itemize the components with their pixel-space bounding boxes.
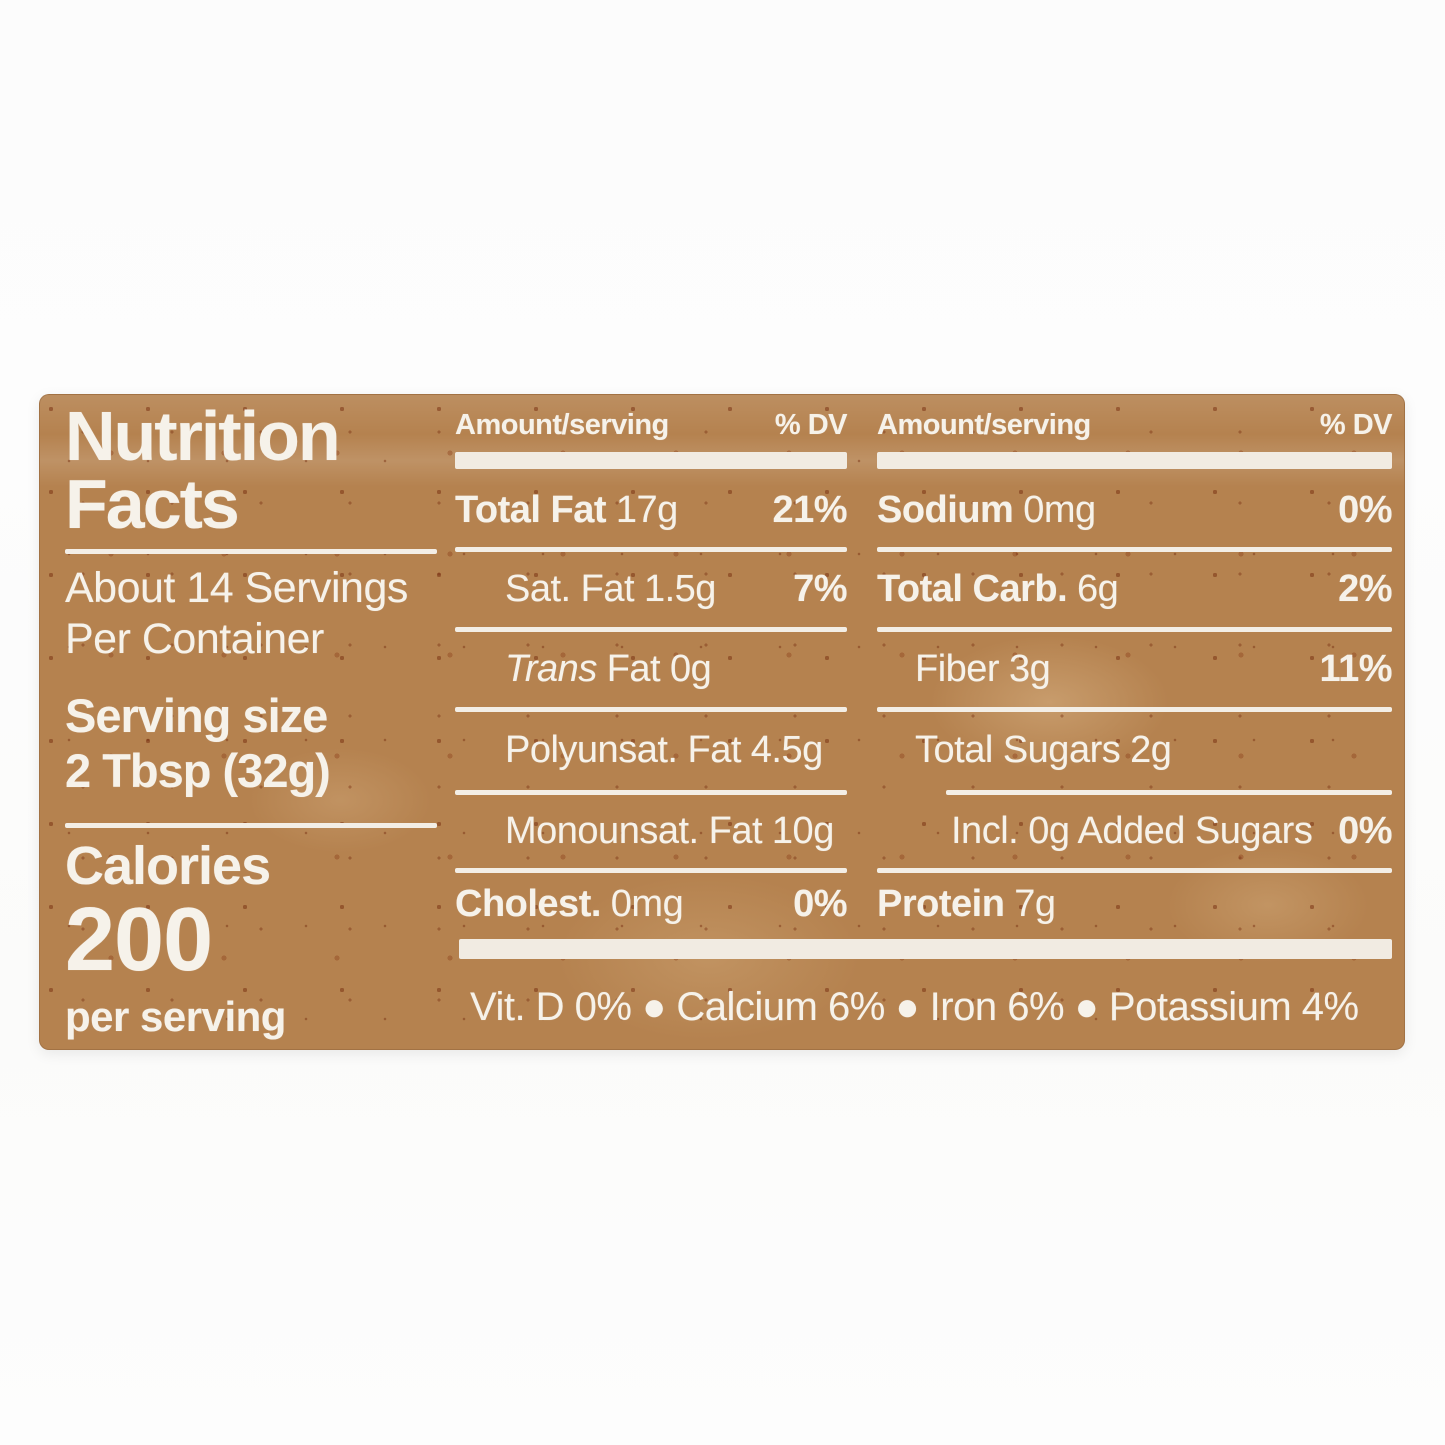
- nutrient-amount: 0mg: [610, 882, 684, 925]
- nutrient-amount: 2g: [1130, 729, 1172, 771]
- nutrient-name-italic: Trans: [505, 647, 597, 690]
- nutrient-name: Monounsat. Fat: [505, 809, 763, 852]
- serving-size-value: 2 Tbsp (32g): [65, 743, 331, 797]
- nutrient-dv: 2%: [1338, 567, 1392, 610]
- servings-per-container: About 14 Servings Per Container: [65, 563, 408, 664]
- nutrient-amount: 0mg: [1023, 488, 1096, 531]
- nutrient-dv: 0%: [793, 882, 847, 925]
- nutrient-amount: 7g: [1014, 882, 1056, 925]
- divider: [946, 790, 1392, 795]
- divider: [455, 790, 847, 795]
- divider: [877, 868, 1392, 873]
- header-bar: [877, 452, 1392, 469]
- divider: [455, 547, 847, 552]
- nutrient-name: Total Sugars: [915, 729, 1121, 771]
- column-header: Amount/serving % DV: [455, 409, 848, 442]
- title-line-2: Facts: [65, 464, 240, 543]
- divider: [65, 549, 437, 554]
- nutrition-facts-label: Nutrition Facts About 14 Servings Per Cont…: [39, 394, 1405, 1050]
- nutrient-name: Protein: [877, 882, 1005, 925]
- nutrient-row-total-sugars: Total Sugars 2g: [877, 714, 1392, 787]
- nutrient-row-total-fat: Total Fat 17g 21%: [455, 474, 847, 546]
- nutrient-name: Sat. Fat: [505, 567, 635, 610]
- nutrient-amount: 1.5g: [643, 567, 716, 610]
- servings-line-1: About 14 Servings: [65, 564, 408, 612]
- nutrient-dv: 7%: [793, 567, 847, 610]
- calories-unit: per serving: [65, 993, 286, 1040]
- nutrient-amount: 10g: [771, 809, 834, 852]
- nutrient-row-sodium: Sodium 0mg 0%: [877, 474, 1392, 546]
- nutrient-amount: 17g: [615, 488, 678, 531]
- nutrient-row-monounsat-fat: Monounsat. Fat 10g: [455, 797, 847, 865]
- divider: [877, 547, 1392, 552]
- divider: [455, 707, 847, 712]
- column-header: Amount/serving % DV: [877, 409, 1393, 442]
- nutrient-dv: 0%: [1338, 809, 1392, 852]
- nutrient-name: Total Carb.: [877, 567, 1068, 610]
- nutrient-row-polyunsat-fat: Polyunsat. Fat 4.5g: [455, 714, 847, 787]
- nutrient-name: Cholest.: [455, 882, 601, 925]
- nutrient-row-cholesterol: Cholest. 0mg 0%: [455, 873, 847, 935]
- nutrient-amount: 4.5g: [750, 729, 823, 771]
- nutrient-name: Incl. 0g Added Sugars: [951, 809, 1313, 852]
- amount-per-serving-header: Amount/serving: [877, 409, 1091, 441]
- header-bar: [455, 452, 847, 469]
- percent-dv-header: % DV: [1319, 409, 1393, 441]
- divider: [65, 823, 437, 828]
- nutrient-dv: 11%: [1319, 647, 1393, 690]
- nutrient-amount: 6g: [1077, 567, 1119, 610]
- nutrient-dv: 21%: [772, 488, 847, 531]
- nutrient-name: Total Fat: [455, 488, 607, 531]
- nutrition-facts-title: Nutrition Facts: [65, 401, 341, 539]
- nutrient-name: Polyunsat. Fat: [505, 729, 741, 771]
- title-line-1: Nutrition: [65, 397, 341, 475]
- label-right-column: Amount/serving % DV Sodium 0mg 0% Total Ca…: [877, 395, 1393, 1049]
- divider: [877, 707, 1392, 712]
- nutrient-row-total-carb: Total Carb. 6g 2%: [877, 554, 1392, 624]
- label-middle-column: Amount/serving % DV Total Fat 17g 21% Sat.…: [455, 395, 848, 1049]
- amount-per-serving-header: Amount/serving: [455, 409, 669, 441]
- divider: [455, 627, 847, 632]
- micronutrients-line: Vit. D 0% ● Calcium 6% ● Iron 6% ● Potas…: [470, 985, 1359, 1029]
- nutrient-row-protein: Protein 7g: [877, 873, 1392, 935]
- nutrient-amount: 0g: [669, 647, 712, 690]
- nutrient-row-added-sugars: Incl. 0g Added Sugars 0%: [877, 797, 1392, 865]
- nutrient-amount: 3g: [1008, 647, 1051, 690]
- calories-label: Calories: [65, 836, 271, 896]
- divider: [455, 868, 847, 873]
- nutrient-name: Fiber: [915, 647, 1000, 690]
- nutrient-dv: 0%: [1338, 488, 1392, 531]
- nutrient-name: Sodium: [877, 488, 1014, 531]
- nutrient-name: Fat: [606, 647, 661, 690]
- calories-value: 200: [65, 890, 213, 990]
- serving-size-label: Serving size: [65, 689, 328, 742]
- servings-line-2: Per Container: [65, 614, 324, 663]
- label-left-column: Nutrition Facts About 14 Servings Per Cont…: [65, 395, 437, 1049]
- nutrient-row-sat-fat: Sat. Fat 1.5g 7%: [455, 554, 847, 624]
- divider: [877, 627, 1392, 632]
- percent-dv-header: % DV: [774, 409, 848, 441]
- serving-size: Serving size 2 Tbsp (32g): [65, 689, 331, 798]
- footer-bar: [459, 939, 1392, 959]
- nutrient-row-trans-fat: Trans Fat 0g: [455, 634, 847, 704]
- nutrient-row-fiber: Fiber 3g 11%: [877, 634, 1393, 704]
